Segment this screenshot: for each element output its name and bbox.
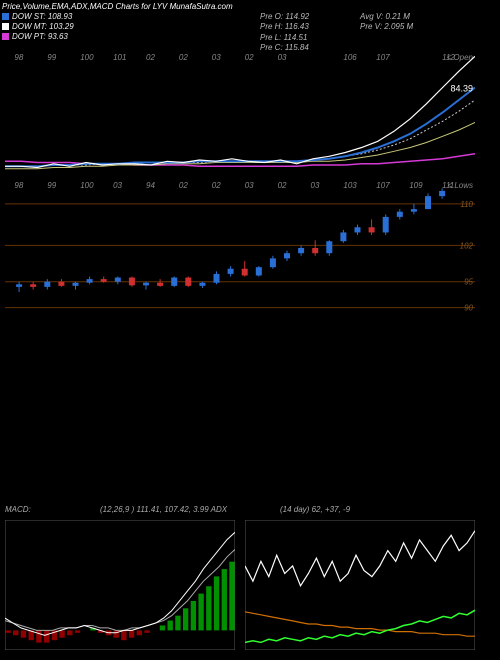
macd-label: MACD: [5, 505, 31, 514]
svg-text:02: 02 [179, 53, 188, 62]
svg-text:103: 103 [343, 181, 357, 190]
svg-text:109: 109 [409, 181, 423, 190]
macd-info: (12,26,9 ) 111.41, 107.42, 3.99 ADX [100, 505, 227, 514]
svg-text:98: 98 [14, 53, 23, 62]
legend: DOW ST: 108.93DOW MT: 103.29DOW PT: 93.6… [2, 12, 74, 42]
svg-text:94: 94 [146, 181, 155, 190]
legend-label: DOW ST: 108.93 [12, 12, 72, 21]
svg-text:107: 107 [376, 53, 390, 62]
svg-text:100: 100 [80, 181, 94, 190]
svg-text:107: 107 [376, 181, 390, 190]
svg-text:99: 99 [47, 181, 56, 190]
legend-row: DOW ST: 108.93 [2, 12, 74, 21]
svg-text:02: 02 [179, 181, 188, 190]
svg-text:90: 90 [464, 304, 473, 313]
svg-text:106: 106 [343, 53, 357, 62]
svg-text:02: 02 [146, 53, 155, 62]
price-ema-panel: 98991001010202030203106107112< Open84.39 [5, 50, 475, 175]
legend-row: DOW MT: 103.29 [2, 22, 74, 31]
svg-text:101: 101 [113, 53, 126, 62]
macd-panel [5, 520, 235, 650]
legend-swatch [2, 23, 9, 30]
stats-col-1: Pre O: 114.92Pre H: 116.43Pre L: 114.51P… [260, 12, 309, 54]
svg-text:100: 100 [80, 53, 94, 62]
adx-panel [245, 520, 475, 650]
legend-swatch [2, 13, 9, 20]
svg-text:03: 03 [278, 53, 287, 62]
chart-title: Price,Volume,EMA,ADX,MACD Charts for LYV… [2, 2, 233, 11]
svg-text:02: 02 [278, 181, 287, 190]
svg-text:03: 03 [311, 181, 320, 190]
svg-text:02: 02 [212, 181, 221, 190]
adx-info: (14 day) 62, +37, -9 [280, 505, 350, 514]
svg-text:99: 99 [47, 53, 56, 62]
svg-text:110: 110 [460, 200, 473, 209]
stats-col-2: Avg V: 0.21 MPre V: 2.095 M [360, 12, 413, 33]
legend-label: DOW MT: 103.29 [12, 22, 74, 31]
legend-swatch [2, 33, 9, 40]
legend-label: DOW PT: 93.63 [12, 32, 68, 41]
svg-text:84.39: 84.39 [450, 84, 473, 94]
svg-text:02: 02 [245, 53, 254, 62]
svg-text:102: 102 [460, 241, 474, 250]
svg-text:98: 98 [14, 181, 23, 190]
svg-text:03: 03 [212, 53, 221, 62]
svg-text:95: 95 [464, 278, 473, 287]
legend-row: DOW PT: 93.63 [2, 32, 74, 41]
svg-text:03: 03 [245, 181, 254, 190]
svg-text:< Lows: < Lows [447, 181, 473, 190]
svg-text:03: 03 [113, 181, 122, 190]
candlestick-panel: 90 95 102 110 98 99 100 03 94 02 02 03 02 03 103 107 109… [5, 178, 475, 318]
